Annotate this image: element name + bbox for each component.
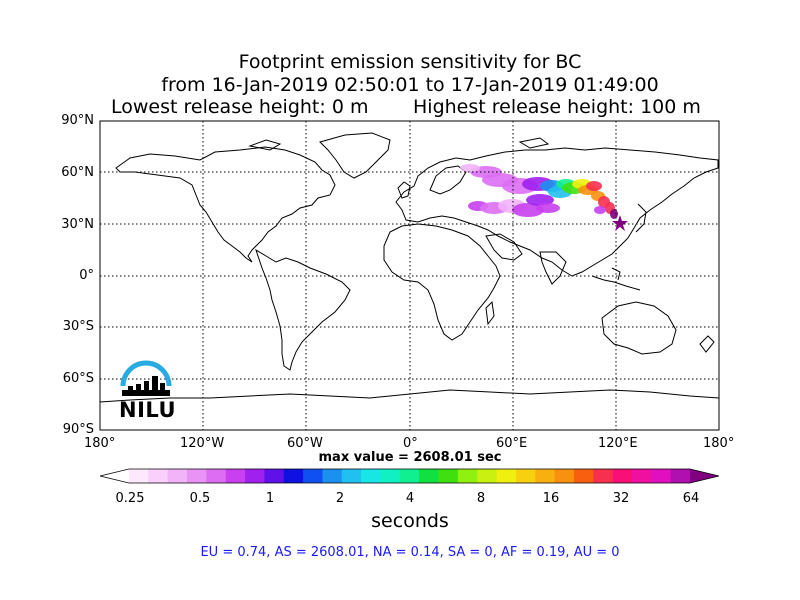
plume-cell [594, 206, 606, 214]
lat-label-30n: 30°N [61, 217, 94, 232]
colorbar-unit-label: seconds [371, 510, 449, 532]
colorbar-tick-0-5: 0.5 [189, 491, 211, 506]
lat-label-90s: 90°S [62, 422, 94, 437]
lon-label-180w: 180° [84, 436, 116, 451]
lowest-release-height: Lowest release height: 0 m [111, 96, 369, 118]
lat-label-60n: 60°N [61, 165, 94, 180]
plume-cell [536, 203, 560, 213]
lat-label-60s: 60°S [62, 371, 94, 386]
colorbar-tick-4: 4 [405, 491, 415, 506]
lat-label-30s: 30°S [62, 319, 94, 334]
lon-label-60e: 60°E [496, 436, 528, 451]
map-frame [99, 120, 720, 431]
lon-label-60w: 60°W [287, 436, 323, 451]
map-time-range: from 16-Jan-2019 02:50:01 to 17-Jan-2019… [161, 74, 659, 96]
colorbar-tick-16: 16 [542, 491, 560, 506]
lat-label-0: 0° [79, 268, 94, 283]
lon-label-0: 0° [403, 436, 418, 451]
colorbar-tick-8: 8 [476, 491, 486, 506]
colorbar-tick-0-25: 0.25 [115, 491, 145, 506]
lon-label-180e: 180° [703, 436, 735, 451]
max-value-label: max value = 2608.01 sec [318, 450, 502, 465]
coastlines [99, 132, 720, 403]
highest-release-height: Highest release height: 100 m [413, 96, 701, 118]
colorbar-tick-64: 64 [682, 491, 700, 506]
plume-cell [610, 209, 618, 219]
plume-cell [460, 164, 480, 172]
plume-cell [586, 181, 602, 191]
plume-cell [512, 203, 544, 217]
colorbar-tick-32: 32 [612, 491, 630, 506]
lon-label-120w: 120°W [180, 436, 225, 451]
regional-stats: EU = 0.74, AS = 2608.01, NA = 0.14, SA =… [200, 545, 620, 560]
lat-label-90n: 90°N [61, 113, 94, 128]
colorbar-tick-1: 1 [265, 491, 275, 506]
nilu-logo-text: NILU [119, 398, 177, 422]
emission-sensitivity-plume [460, 164, 618, 219]
plume-cell [526, 194, 554, 206]
map-gridlines [100, 121, 719, 430]
release-point-marker [612, 215, 628, 231]
nilu-logo [120, 360, 172, 396]
lon-label-120e: 120°E [598, 436, 638, 451]
colorbar-tick-2: 2 [335, 491, 345, 506]
map-title: Footprint emission sensitivity for BC [238, 51, 582, 73]
